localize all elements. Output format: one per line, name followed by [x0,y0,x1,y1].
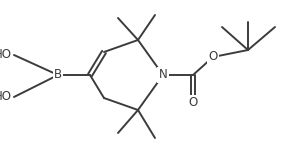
Text: N: N [159,69,167,81]
Text: O: O [188,97,198,109]
Text: HO: HO [0,49,12,61]
Text: B: B [54,69,62,81]
Text: O: O [208,51,217,63]
Text: HO: HO [0,91,12,103]
